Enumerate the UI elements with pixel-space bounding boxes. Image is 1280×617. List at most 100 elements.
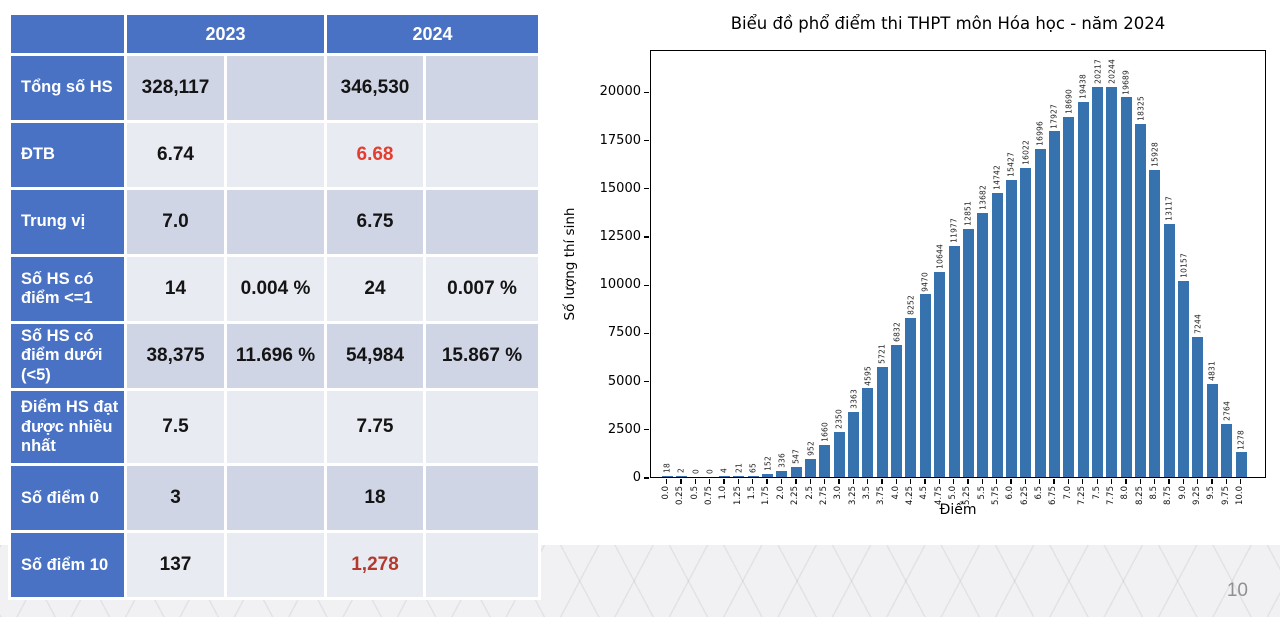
- x-tick: [1168, 479, 1170, 484]
- bar-7.0: [1063, 116, 1075, 477]
- y-tick-label: 12500: [599, 229, 641, 244]
- x-tick: [1225, 479, 1227, 484]
- bar-4.25: [905, 317, 917, 477]
- x-tick: [881, 479, 883, 484]
- cell-2024-pct: [426, 190, 538, 254]
- y-tick: [644, 477, 649, 479]
- x-tick: [795, 479, 797, 484]
- cell-2024-value: 6.68: [327, 123, 423, 187]
- x-tick-label: 3.25: [847, 486, 858, 505]
- bar-value-label: 65: [748, 462, 758, 473]
- bar-6.5: [1034, 149, 1046, 477]
- stats-table: 2023 2024 Tổng số HS 328,117 346,530 ĐTB 6.7…: [8, 12, 541, 601]
- cell-2024-pct: [426, 466, 538, 531]
- cell-2024-value: 54,984: [327, 324, 423, 389]
- bar-value-label: 1660: [820, 422, 830, 442]
- bar-value-label: 8252: [906, 295, 916, 315]
- x-tick-label: 7.75: [1105, 486, 1116, 505]
- bar-value-label: 13117: [1164, 196, 1174, 222]
- bar-3.5: [862, 388, 874, 477]
- y-tick: [644, 91, 649, 94]
- x-tick-label: 3.75: [876, 486, 887, 505]
- table-row: Số HS có điểm dưới (<5) 38,375 11.696 % 54,…: [11, 324, 538, 389]
- bar-value-label: 0: [691, 469, 701, 474]
- table-row: Điểm HS đạt được nhiều nhất 7.5 7.75: [11, 391, 538, 464]
- cell-2023-pct: [227, 533, 324, 598]
- x-tick-label: 1.25: [732, 486, 743, 505]
- bar-value-label: 12851: [963, 201, 973, 227]
- x-tick-label: 9.25: [1191, 486, 1202, 505]
- y-tick-label: 5000: [607, 373, 641, 389]
- x-tick: [1053, 479, 1055, 484]
- cell-2023-pct: [227, 391, 324, 464]
- cell-2023-value: 328,117: [127, 56, 224, 120]
- bar-3.75: [876, 366, 888, 477]
- chart-figure: Biểu đồ phổ điểm thi THPT môn Hóa học - …: [548, 0, 1280, 545]
- y-tick: [644, 332, 649, 335]
- bar-value-label: 5721: [877, 343, 887, 364]
- cell-2024-pct: 0.007 %: [426, 257, 538, 321]
- x-tick-label: 1.0: [718, 486, 729, 500]
- x-tick: [996, 479, 998, 484]
- bar-value-label: 1278: [1236, 429, 1246, 450]
- x-tick-label: 10.0: [1235, 486, 1245, 505]
- bar-6.25: [1020, 168, 1032, 477]
- cell-2024-value: 6.75: [327, 190, 423, 254]
- y-tick: [644, 284, 649, 286]
- bar-8.0: [1120, 97, 1132, 477]
- cell-2023-pct: 0.004 %: [227, 257, 324, 321]
- cell-2023-value: 3: [127, 466, 224, 531]
- bar-5.25: [962, 229, 974, 477]
- row-label: Số HS có điểm <=1: [11, 257, 124, 321]
- x-tick: [924, 479, 926, 484]
- bar-value-label: 10644: [935, 243, 945, 269]
- x-tick-label: 4.5: [919, 486, 930, 500]
- x-tick-label: 2.5: [804, 486, 815, 500]
- cell-2024-pct: [426, 391, 538, 464]
- y-tick-label: 10000: [599, 277, 641, 293]
- cell-2023-value: 7.0: [127, 190, 224, 254]
- table-row: Trung vị 7.0 6.75: [11, 190, 538, 254]
- bar-3.25: [848, 412, 859, 477]
- x-tick: [723, 479, 725, 484]
- x-tick: [823, 479, 826, 484]
- bar-4.75: [934, 271, 946, 477]
- bar-5.5: [977, 213, 989, 477]
- bar-0.25: [675, 476, 687, 477]
- corner-cell: [11, 15, 124, 53]
- cell-2024-pct: [426, 123, 538, 187]
- x-tick-label: 0.5: [689, 486, 700, 500]
- x-tick: [737, 479, 740, 484]
- bar-9.25: [1192, 337, 1204, 477]
- cell-2023-value: 137: [127, 533, 224, 598]
- x-tick: [1024, 479, 1027, 484]
- x-tick-label: 8.75: [1163, 486, 1174, 505]
- bar-value-label: 0: [705, 469, 715, 474]
- y-tick-label: 7500: [607, 325, 641, 341]
- bar-value-label: 19689: [1121, 69, 1131, 95]
- x-tick-label: 2.25: [790, 486, 801, 505]
- bar-value-label: 152: [763, 456, 772, 472]
- bar-value-label: 3363: [849, 389, 858, 410]
- bar-value-label: 14742: [992, 164, 1002, 190]
- y-tick-label: 0: [632, 470, 641, 485]
- table-row: Số điểm 0 3 18: [11, 466, 538, 531]
- bar-value-label: 6832: [892, 322, 902, 343]
- x-tick: [967, 479, 969, 484]
- bar-9.75: [1221, 423, 1233, 477]
- x-tick: [1067, 479, 1070, 484]
- x-tick: [1139, 479, 1141, 484]
- bar-7.25: [1077, 102, 1089, 477]
- x-tick-label: 2.75: [818, 486, 829, 505]
- bar-value-label: 18690: [1064, 88, 1074, 114]
- cell-2023-value: 38,375: [127, 324, 224, 389]
- bar-value-label: 15427: [1006, 151, 1016, 177]
- x-tick-label: 1.75: [761, 486, 772, 505]
- table-row: Số điểm 10 137 1,278: [11, 533, 538, 598]
- page-number: 10: [1226, 580, 1248, 601]
- bar-value-label: 2: [676, 468, 686, 474]
- x-tick-label: 5.0: [948, 486, 958, 500]
- table-header-row: 2023 2024: [11, 15, 538, 53]
- table-row: Số HS có điểm <=1 14 0.004 % 24 0.007 %: [11, 257, 538, 321]
- x-tick: [1153, 479, 1156, 484]
